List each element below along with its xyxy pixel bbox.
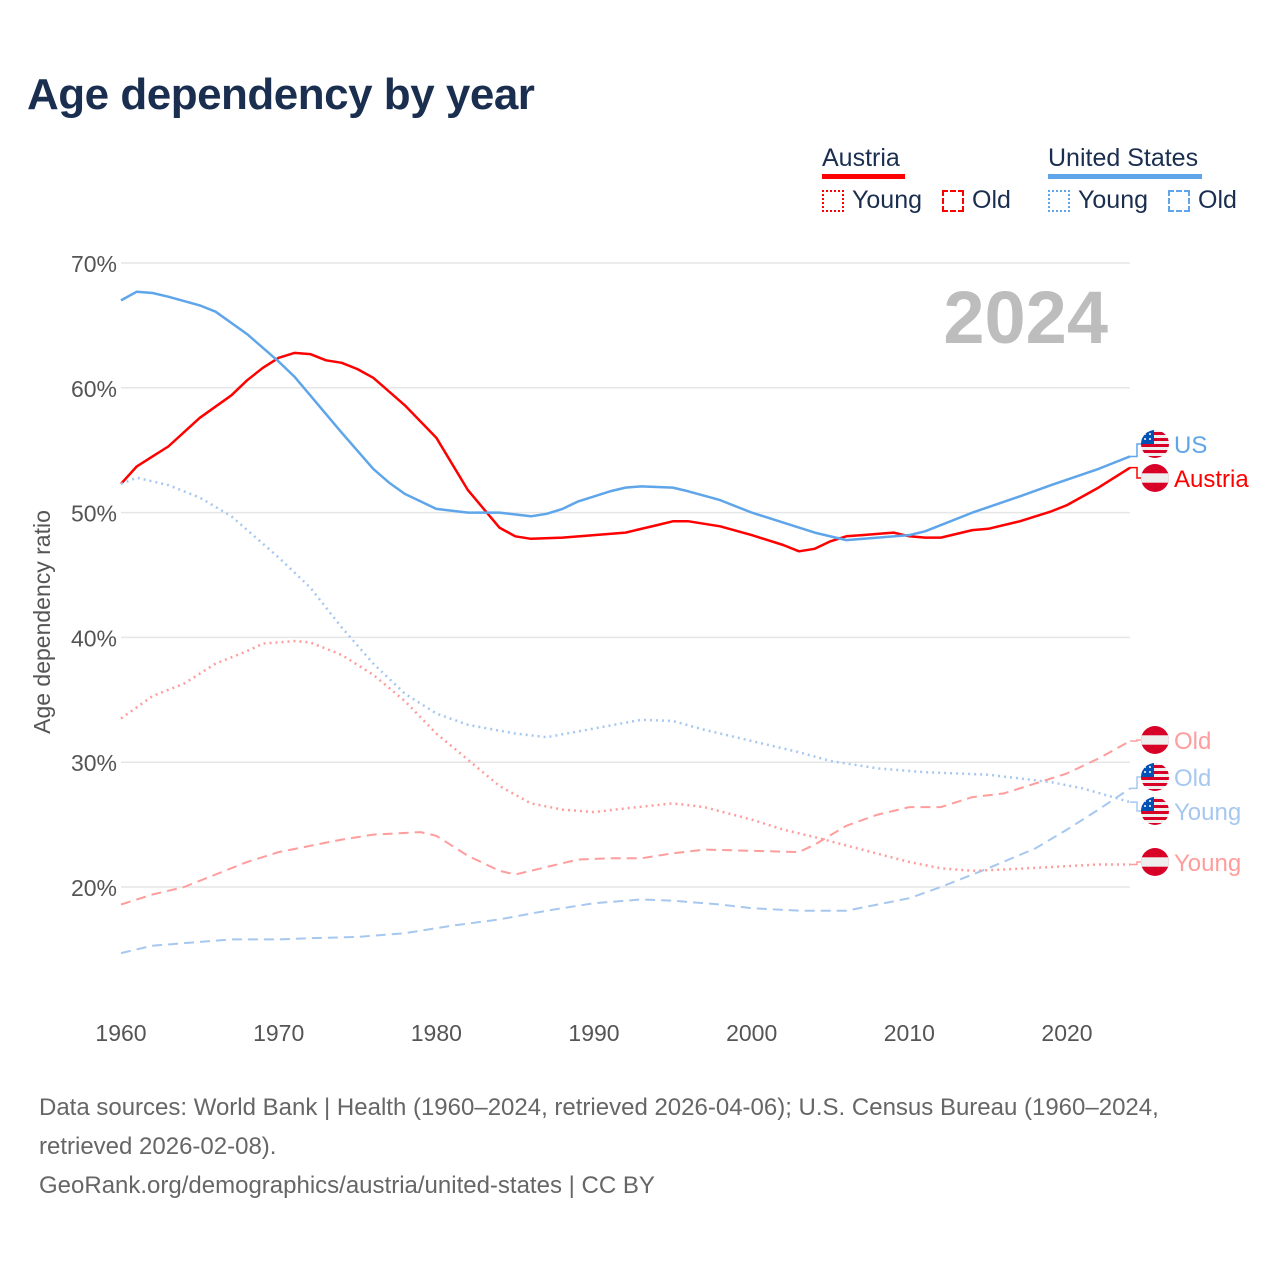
label-connector <box>1130 801 1141 812</box>
label-connector <box>1130 466 1141 479</box>
chart-title: Age dependency by year <box>27 70 535 119</box>
x-tick-label: 1980 <box>411 1020 462 1046</box>
year-watermark: 2024 <box>943 276 1108 359</box>
dashed-swatch-icon <box>942 189 964 212</box>
end-label-austria-total: Austria <box>1174 466 1249 493</box>
attribution-link[interactable]: GeoRank.org/demographics/austria/united-… <box>39 1172 655 1199</box>
y-tick-label: 40% <box>71 625 117 651</box>
y-tick-label: 30% <box>71 750 117 776</box>
chart-plot: 20% 30% 40% 50% 60% 70% 1960 1970 1980 1990 2000 20… <box>29 251 1249 1046</box>
footer: Data sources: World Bank | Health (1960–… <box>39 1088 1249 1205</box>
x-tick-label: 2010 <box>884 1020 935 1046</box>
x-tick-label: 2020 <box>1041 1020 1092 1046</box>
y-tick-label: 60% <box>71 376 117 402</box>
end-label-austria-old: Old <box>1174 728 1211 755</box>
series-line-us-old[interactable] <box>120 787 1131 955</box>
y-tick-label: 70% <box>71 251 117 277</box>
legend-label: Young <box>1078 186 1148 214</box>
austria-flag-icon <box>1141 848 1169 876</box>
legend-label: Old <box>1198 186 1237 214</box>
legend-austria-young[interactable]: Young <box>822 186 922 215</box>
series-line-austria-young[interactable] <box>120 639 1131 873</box>
x-tick-label: 1990 <box>568 1020 619 1046</box>
dashed-swatch-icon <box>1168 189 1190 212</box>
us-flag-icon <box>1141 430 1169 459</box>
legend-austria[interactable]: Austria <box>822 144 900 172</box>
y-axis-label: Age dependency ratio <box>29 510 55 734</box>
austria-flag-icon <box>1141 726 1169 754</box>
label-connector <box>1130 776 1141 790</box>
y-tick-label: 20% <box>71 875 117 901</box>
x-tick-label: 1970 <box>253 1020 304 1046</box>
legend-label: Old <box>972 186 1011 214</box>
label-connector <box>1130 443 1141 458</box>
end-label-us-young: Young <box>1174 799 1241 826</box>
x-tick-label: 1960 <box>95 1020 146 1046</box>
legend-label: Young <box>852 186 922 214</box>
end-label-us-total: US <box>1174 432 1207 459</box>
legend-us-bar <box>1048 174 1202 179</box>
series-line-us-total[interactable] <box>120 290 1131 542</box>
legend-us[interactable]: United States <box>1048 144 1199 172</box>
end-label-austria-young: Young <box>1174 850 1241 877</box>
legend-us-young[interactable]: Young <box>1048 186 1148 215</box>
austria-flag-icon <box>1141 464 1169 492</box>
us-flag-icon <box>1141 763 1169 792</box>
legend: Austria Young Old United States Young Ol… <box>822 144 1252 224</box>
legend-austria-old[interactable]: Old <box>942 186 1011 215</box>
us-flag-icon <box>1141 797 1169 826</box>
label-connector <box>1130 739 1141 742</box>
series-line-austria-old[interactable] <box>120 740 1131 906</box>
legend-austria-bar <box>822 174 905 179</box>
label-connector <box>1130 861 1141 866</box>
series-line-austria-total[interactable] <box>120 351 1131 553</box>
series-line-us-young[interactable] <box>120 476 1131 804</box>
dotted-swatch-icon <box>1048 189 1070 212</box>
data-sources: Data sources: World Bank | Health (1960–… <box>39 1094 1159 1160</box>
x-tick-label: 2000 <box>726 1020 777 1046</box>
dotted-swatch-icon <box>822 189 844 212</box>
legend-us-old[interactable]: Old <box>1168 186 1237 215</box>
end-label-us-old: Old <box>1174 765 1211 792</box>
y-tick-label: 50% <box>71 501 117 527</box>
